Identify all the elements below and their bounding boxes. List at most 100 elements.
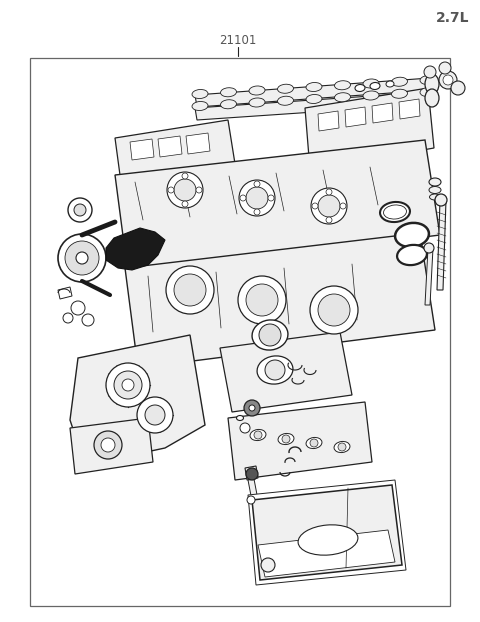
Circle shape [310, 439, 318, 447]
Circle shape [310, 286, 358, 334]
Circle shape [182, 173, 188, 179]
Ellipse shape [420, 75, 436, 85]
Circle shape [74, 204, 86, 216]
Polygon shape [158, 136, 182, 157]
Circle shape [137, 397, 173, 433]
Circle shape [68, 198, 92, 222]
Circle shape [71, 301, 85, 315]
Ellipse shape [363, 79, 379, 88]
Circle shape [174, 179, 196, 201]
Circle shape [318, 195, 340, 217]
Polygon shape [248, 479, 258, 501]
Circle shape [338, 443, 346, 451]
Ellipse shape [334, 442, 350, 453]
Circle shape [259, 324, 281, 346]
Polygon shape [130, 139, 154, 160]
Polygon shape [58, 287, 72, 299]
Ellipse shape [249, 98, 265, 107]
Ellipse shape [392, 89, 408, 98]
Ellipse shape [335, 93, 350, 102]
Circle shape [443, 75, 453, 85]
Polygon shape [195, 92, 432, 120]
Circle shape [196, 187, 202, 193]
Circle shape [318, 294, 350, 326]
Polygon shape [106, 228, 165, 270]
Polygon shape [305, 88, 434, 170]
Ellipse shape [278, 434, 294, 445]
Ellipse shape [192, 90, 208, 98]
Circle shape [101, 438, 115, 452]
Circle shape [63, 313, 73, 323]
Ellipse shape [306, 95, 322, 103]
Ellipse shape [429, 178, 441, 186]
Circle shape [439, 71, 457, 89]
Ellipse shape [430, 194, 441, 200]
Ellipse shape [425, 89, 439, 107]
Polygon shape [345, 107, 366, 127]
Polygon shape [258, 530, 395, 577]
Polygon shape [115, 140, 440, 274]
Polygon shape [318, 111, 339, 131]
Circle shape [76, 252, 88, 264]
Circle shape [247, 496, 255, 504]
Polygon shape [115, 120, 236, 190]
Circle shape [239, 180, 275, 216]
Polygon shape [372, 103, 393, 123]
Circle shape [240, 195, 246, 201]
Ellipse shape [420, 88, 436, 96]
Circle shape [254, 209, 260, 215]
Circle shape [240, 423, 250, 433]
Circle shape [312, 203, 318, 209]
Ellipse shape [252, 320, 288, 350]
Circle shape [265, 360, 285, 380]
Circle shape [244, 400, 260, 416]
Polygon shape [70, 418, 153, 474]
Ellipse shape [277, 84, 293, 93]
Polygon shape [437, 200, 446, 290]
Ellipse shape [257, 356, 293, 384]
Circle shape [106, 363, 150, 407]
Ellipse shape [386, 81, 394, 87]
Circle shape [246, 187, 268, 209]
Circle shape [424, 243, 434, 253]
Circle shape [282, 435, 290, 443]
Ellipse shape [277, 96, 293, 105]
Polygon shape [425, 248, 433, 305]
Circle shape [238, 276, 286, 324]
Circle shape [326, 217, 332, 223]
Circle shape [246, 284, 278, 316]
Ellipse shape [384, 205, 407, 219]
Ellipse shape [429, 187, 441, 193]
Ellipse shape [395, 223, 429, 247]
Circle shape [249, 405, 255, 411]
Ellipse shape [380, 202, 410, 222]
Circle shape [65, 241, 99, 275]
Polygon shape [252, 485, 402, 580]
Circle shape [167, 172, 203, 208]
Bar [30, 58, 450, 606]
Ellipse shape [306, 83, 322, 91]
Ellipse shape [192, 101, 208, 111]
Polygon shape [125, 233, 435, 368]
Circle shape [268, 195, 274, 201]
Polygon shape [195, 78, 432, 107]
Circle shape [122, 379, 134, 391]
Circle shape [254, 431, 262, 439]
Ellipse shape [220, 88, 237, 97]
Ellipse shape [220, 100, 237, 109]
Circle shape [340, 203, 346, 209]
Polygon shape [228, 402, 372, 480]
Circle shape [58, 234, 106, 282]
Circle shape [326, 189, 332, 195]
Polygon shape [186, 133, 210, 154]
Circle shape [145, 405, 165, 425]
Ellipse shape [335, 81, 350, 90]
Ellipse shape [249, 86, 265, 95]
Ellipse shape [370, 83, 380, 90]
Circle shape [166, 266, 214, 314]
Polygon shape [220, 332, 352, 412]
Polygon shape [248, 480, 406, 585]
Polygon shape [399, 99, 420, 119]
Circle shape [439, 62, 451, 74]
Ellipse shape [392, 77, 408, 86]
